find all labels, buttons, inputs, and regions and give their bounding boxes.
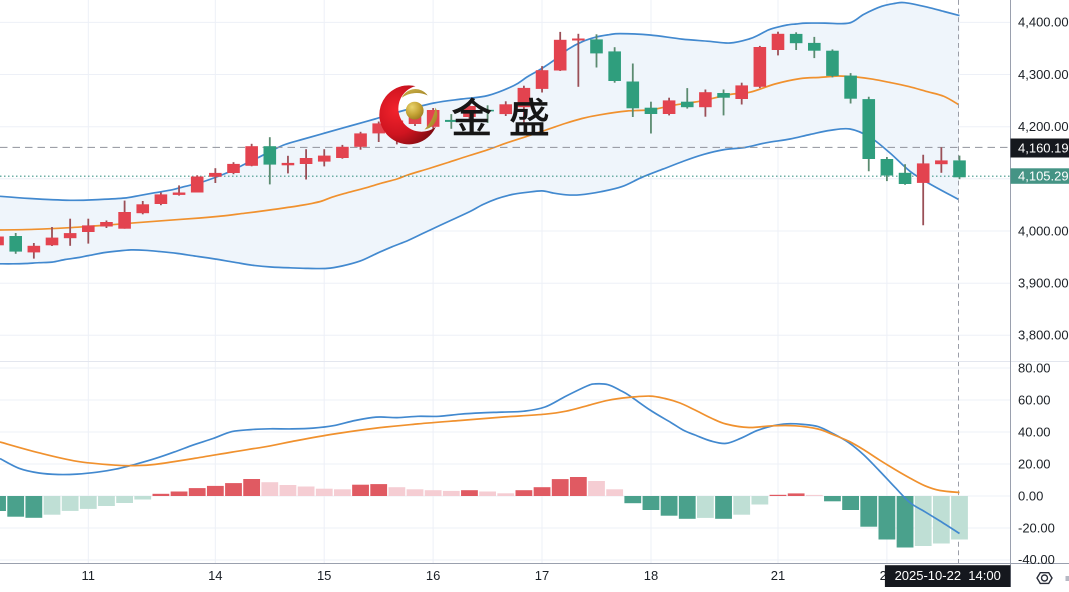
svg-text:18: 18: [644, 568, 658, 583]
svg-text:2025-10-22 14:00: 2025-10-22 14:00: [895, 568, 1001, 583]
svg-text:16: 16: [426, 568, 440, 583]
svg-text:20.00: 20.00: [1018, 456, 1051, 471]
svg-text:4,160.19: 4,160.19: [1018, 141, 1069, 156]
svg-text:11: 11: [82, 568, 96, 583]
svg-text:60.00: 60.00: [1018, 392, 1051, 407]
svg-text:15: 15: [317, 568, 331, 583]
svg-text:4,400.00: 4,400.00: [1018, 15, 1069, 30]
svg-text:4,105.29: 4,105.29: [1018, 168, 1069, 183]
svg-text:80.00: 80.00: [1018, 360, 1051, 375]
svg-text:3,900.00: 3,900.00: [1018, 276, 1069, 291]
svg-text:4,200.00: 4,200.00: [1018, 119, 1069, 134]
svg-text:40.00: 40.00: [1018, 424, 1051, 439]
svg-text:4,000.00: 4,000.00: [1018, 223, 1069, 238]
svg-text:21: 21: [771, 568, 785, 583]
svg-text:0.00: 0.00: [1018, 488, 1043, 503]
svg-text:3,800.00: 3,800.00: [1018, 328, 1069, 343]
svg-text:14: 14: [208, 568, 222, 583]
svg-text:-40.00: -40.00: [1018, 552, 1055, 567]
svg-text:-20.00: -20.00: [1018, 520, 1055, 535]
svg-text:4,300.00: 4,300.00: [1018, 67, 1069, 82]
svg-text:17: 17: [535, 568, 549, 583]
